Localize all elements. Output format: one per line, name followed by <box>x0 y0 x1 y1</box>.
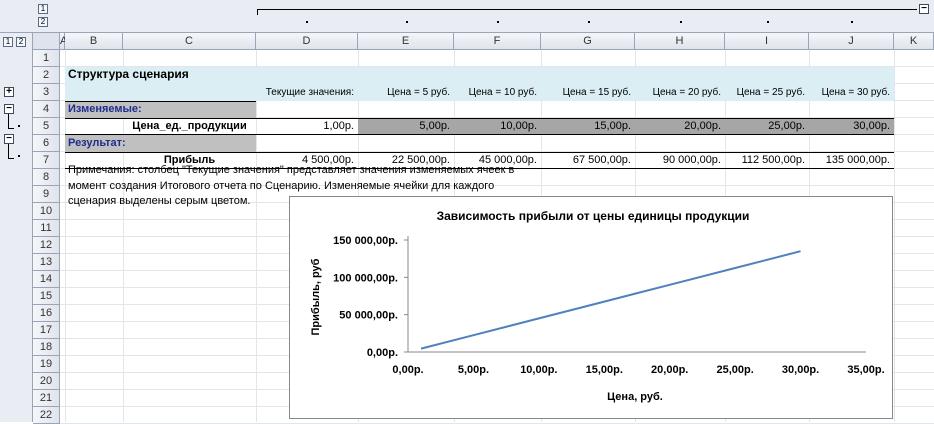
scenario-title: Структура сценария <box>68 66 189 83</box>
col-group-dot-h <box>680 21 682 23</box>
row-group-collapse-button-1[interactable]: − <box>4 104 14 114</box>
header-price-20: Цена = 20 руб. <box>635 84 725 101</box>
column-header-k[interactable]: K <box>894 33 934 50</box>
header-price-30: Цена = 30 руб. <box>809 84 894 101</box>
col-group-dot-e <box>406 21 408 23</box>
column-header-h[interactable]: H <box>635 33 725 50</box>
header-price-25: Цена = 25 руб. <box>725 84 809 101</box>
row-header-7[interactable]: 7 <box>33 152 60 169</box>
chart-y-tick-label: 100 000,00р. <box>333 272 398 284</box>
column-header-b[interactable]: B <box>65 33 123 50</box>
result-value-20: 90 000,00р. <box>635 152 725 169</box>
row-header-11[interactable]: 11 <box>33 220 60 237</box>
row-group-line-1 <box>8 114 9 128</box>
row-group-line-2 <box>8 144 9 158</box>
row-header-8[interactable]: 8 <box>33 169 60 186</box>
column-header-e[interactable]: E <box>358 33 454 50</box>
chart-x-tick-label: 15,00р. <box>586 364 623 376</box>
changing-value-5: 5,00р. <box>358 118 454 135</box>
column-group-start-tick <box>257 9 258 15</box>
chart-x-tick-label: 10,00р. <box>520 364 557 376</box>
col-group-dot-f <box>497 21 499 23</box>
column-group-collapse-button[interactable]: − <box>919 4 929 14</box>
profit-chart[interactable]: Зависимость прибыли от цены единицы прод… <box>289 196 893 419</box>
note-line-3: сценария выделены серым цветом. <box>68 193 250 210</box>
col-group-dot-g <box>588 21 590 23</box>
col-group-dot-d <box>306 21 308 23</box>
chart-x-axis-label: Цена, руб. <box>607 391 663 403</box>
result-value-25: 112 500,00р. <box>725 152 809 169</box>
chart-x-tick-label: 30,00р. <box>782 364 819 376</box>
chart-y-tick-label: 150 000,00р. <box>333 235 398 247</box>
row-header-17[interactable]: 17 <box>33 322 60 339</box>
row-group-dot-6 <box>18 125 20 127</box>
chart-x-tick-label: 25,00р. <box>716 364 753 376</box>
row-outline-level-2-button[interactable]: 2 <box>16 37 26 47</box>
row-header-2[interactable]: 2 <box>33 67 60 84</box>
row-header-22[interactable]: 22 <box>33 407 60 424</box>
row-header-5[interactable]: 5 <box>33 118 60 135</box>
result-value-15: 67 500,00р. <box>541 152 635 169</box>
column-outline-bar <box>0 0 934 33</box>
changing-label: Изменяемые: <box>68 101 142 118</box>
column-header-i[interactable]: I <box>725 33 809 50</box>
col-group-dot-i <box>767 21 769 23</box>
changing-value-15: 15,00р. <box>541 118 635 135</box>
row-header-21[interactable]: 21 <box>33 390 60 407</box>
header-current-values: Текущие значения: <box>256 84 358 101</box>
column-header-f[interactable]: F <box>454 33 541 50</box>
chart-x-tick-label: 20,00р. <box>651 364 688 376</box>
note-line-1: Примечания: столбец "Текущие значения" п… <box>68 162 514 179</box>
row-group-collapse-button-2[interactable]: − <box>4 134 14 144</box>
row-header-12[interactable]: 12 <box>33 237 60 254</box>
changing-value-30: 30,00р. <box>809 118 894 135</box>
result-label: Результат: <box>68 135 126 152</box>
changing-value-10: 10,00р. <box>454 118 541 135</box>
header-price-15: Цена = 15 руб. <box>541 84 635 101</box>
changing-value-20: 20,00р. <box>635 118 725 135</box>
changing-value-25: 25,00р. <box>725 118 809 135</box>
row-header-10[interactable]: 10 <box>33 203 60 220</box>
column-header-j[interactable]: J <box>809 33 894 50</box>
chart-title: Зависимость прибыли от цены единицы прод… <box>437 209 750 223</box>
chart-svg: Зависимость прибыли от цены единицы прод… <box>290 197 894 420</box>
row-header-6[interactable]: 6 <box>33 135 60 152</box>
row-header-18[interactable]: 18 <box>33 339 60 356</box>
column-header-c[interactable]: C <box>123 33 256 50</box>
row-outline-level-1-button[interactable]: 1 <box>3 37 13 47</box>
row-header-4[interactable]: 4 <box>33 101 60 118</box>
row-header-20[interactable]: 20 <box>33 373 60 390</box>
col-outline-level-2-button[interactable]: 2 <box>38 17 48 27</box>
changing-value-current: 1,00р. <box>256 118 358 135</box>
column-header-g[interactable]: G <box>541 33 635 50</box>
row-group-dot-8 <box>18 155 20 157</box>
row-group-line-1-end <box>8 128 14 129</box>
row-header-13[interactable]: 13 <box>33 254 60 271</box>
row-header-3[interactable]: 3 <box>33 84 60 101</box>
row-header-19[interactable]: 19 <box>33 356 60 373</box>
changing-cell-name: Цена_ед._продукции <box>123 118 256 135</box>
header-price-5: Цена = 5 руб. <box>358 84 454 101</box>
row-group-expand-button[interactable]: + <box>4 87 14 97</box>
column-group-line <box>257 9 917 10</box>
row-header-9[interactable]: 9 <box>33 186 60 203</box>
row-group-line-2-end <box>8 158 14 159</box>
result-value-30: 135 000,00р. <box>809 152 894 169</box>
chart-x-tick-label: 5,00р. <box>458 364 489 376</box>
chart-y-tick-label: 50 000,00р. <box>339 310 398 322</box>
row-header-14[interactable]: 14 <box>33 271 60 288</box>
col-outline-level-1-button[interactable]: 1 <box>38 4 48 14</box>
chart-y-tick-label: 0,00р. <box>367 347 398 359</box>
row-header-16[interactable]: 16 <box>33 305 60 322</box>
column-header-d[interactable]: D <box>256 33 358 50</box>
chart-y-axis-label: Прибыль, руб <box>310 258 322 335</box>
header-price-10: Цена = 10 руб. <box>454 84 541 101</box>
col-group-dot-j <box>851 21 853 23</box>
row-header-1[interactable]: 1 <box>33 50 60 67</box>
select-all-corner[interactable] <box>33 33 60 50</box>
row-header-15[interactable]: 15 <box>33 288 60 305</box>
chart-series-line <box>421 251 800 348</box>
chart-x-tick-label: 35,00р. <box>847 364 884 376</box>
chart-x-tick-label: 0,00р. <box>392 364 423 376</box>
